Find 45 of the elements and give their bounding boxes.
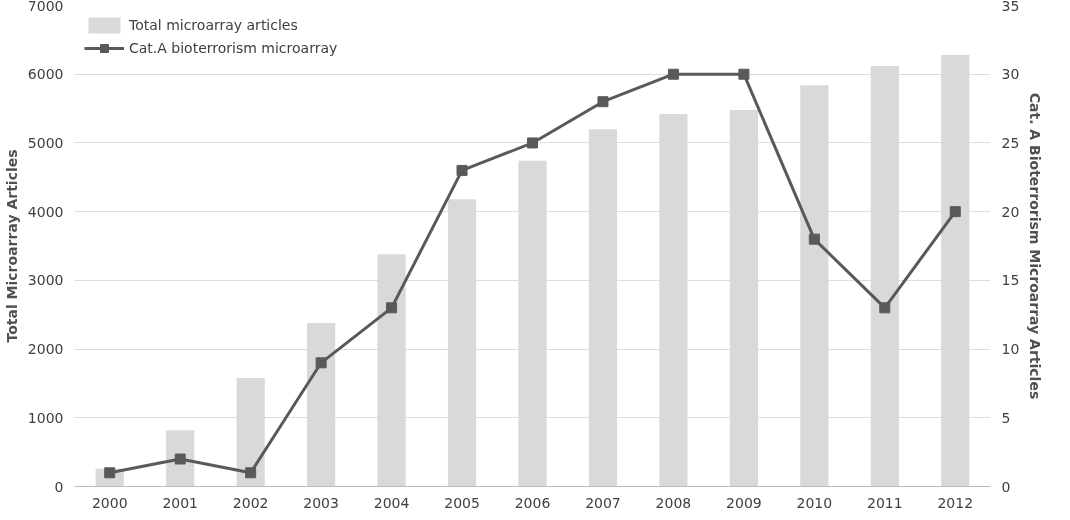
x-tick-label: 2010: [796, 494, 833, 511]
y-tick-label: 1000: [27, 409, 64, 426]
y2-tick-label: 0: [1001, 478, 1011, 495]
y2-tick-label: 20: [1001, 203, 1020, 220]
point: [879, 302, 891, 314]
x-tick-label: 2006: [514, 494, 551, 511]
point: [949, 206, 961, 218]
point: [597, 96, 609, 108]
y-tick-label: 2000: [27, 341, 64, 358]
legend-label: Cat.A bioterrorism microarray: [129, 40, 338, 56]
x-tick-label: 2012: [937, 494, 974, 511]
y-tick-label: 4000: [27, 203, 64, 220]
x-tick-label: 2002: [232, 494, 269, 511]
y-axis-title: Total Microarray Articles: [3, 149, 20, 343]
x-tick-label: 2008: [655, 494, 692, 511]
point: [808, 233, 820, 245]
y2-tick-label: 30: [1001, 66, 1020, 83]
y-tick-label: 7000: [27, 0, 64, 14]
y2-tick-label: 35: [1001, 0, 1020, 14]
y-tick-label: 0: [54, 478, 64, 495]
y-tick-label: 6000: [27, 66, 64, 83]
point: [667, 68, 679, 80]
y2-tick-label: 15: [1001, 272, 1020, 289]
y2-tick-label: 5: [1001, 409, 1011, 426]
x-tick-label: 2000: [91, 494, 128, 511]
x-tick-label: 2001: [162, 494, 199, 511]
x-tick-label: 2009: [726, 494, 762, 511]
y2-tick-label: 10: [1001, 341, 1020, 358]
y-tick-label: 5000: [27, 134, 64, 151]
point: [174, 453, 186, 465]
x-tick-label: 2007: [585, 494, 621, 511]
y2-axis-title: Cat. A Bioterrorism Microarray Articles: [1027, 92, 1044, 400]
point: [527, 137, 538, 149]
x-tick-label: 2011: [866, 494, 903, 511]
point: [738, 68, 750, 80]
legend-label: Total microarray articles: [129, 17, 298, 33]
x-tick-label: 2003: [303, 494, 339, 511]
y2-tick-label: 25: [1001, 134, 1020, 151]
point: [456, 164, 468, 176]
point: [245, 467, 257, 479]
x-tick-label: 2004: [373, 494, 410, 511]
y-tick-label: 3000: [27, 272, 64, 289]
point: [386, 302, 398, 314]
x-tick-label: 2005: [444, 494, 480, 511]
point: [315, 357, 327, 369]
